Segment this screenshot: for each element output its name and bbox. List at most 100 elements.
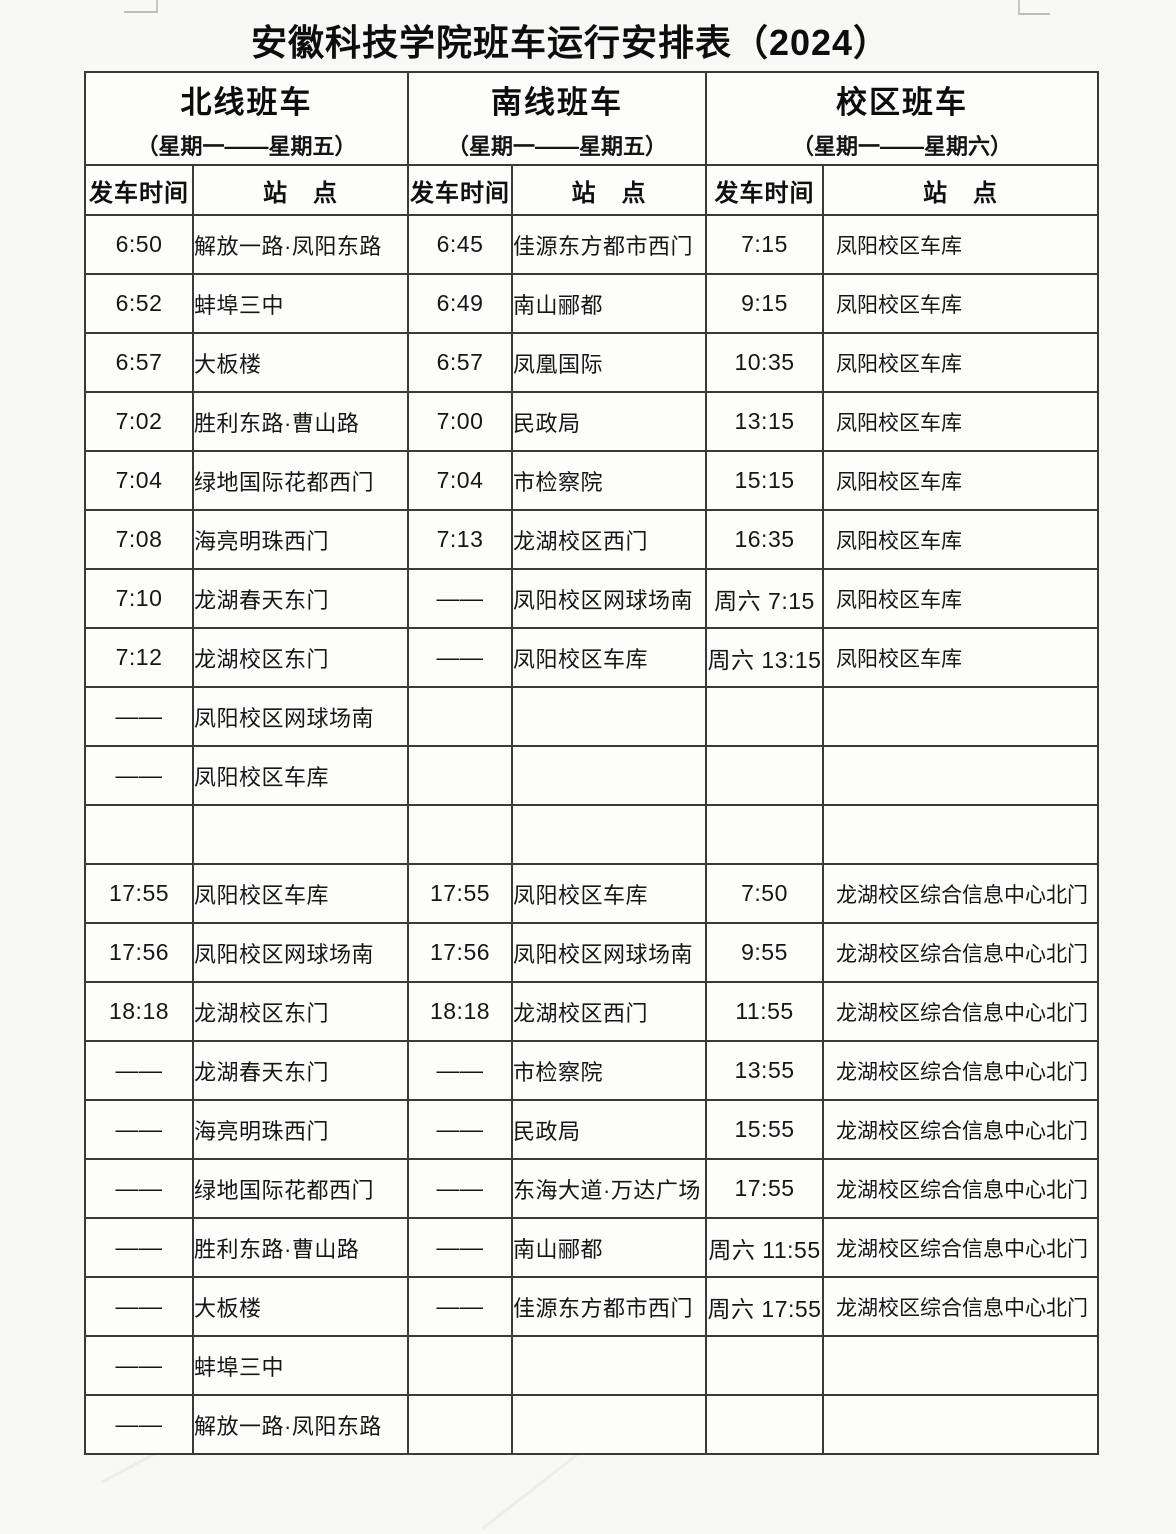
table-row: 7:10 龙湖春天东门 —— 凤阳校区网球场南 周六 7:15 凤阳校区车库 [84, 568, 1099, 629]
table-row: 17:55 凤阳校区车库 17:55 凤阳校区车库 7:50 龙湖校区综合信息中… [84, 863, 1099, 924]
campus-time-cell: 周六 11:55 [705, 1217, 824, 1278]
campus-time-cell: 11:55 [705, 981, 824, 1042]
north-station-cell: 凤阳校区网球场南 [192, 922, 409, 983]
table-row: —— 凤阳校区车库 [84, 745, 1099, 806]
north-station-cell: 凤阳校区网球场南 [192, 686, 409, 747]
table-row: 7:04 绿地国际花都西门 7:04 市检察院 15:15 凤阳校区车库 [84, 450, 1099, 511]
south-time-cell: —— [407, 568, 513, 629]
campus-time-cell [705, 1394, 824, 1455]
north-time-cell: —— [84, 1276, 194, 1337]
north-station-cell: 解放一路·凤阳东路 [192, 1394, 409, 1455]
campus-station-cell: 龙湖校区综合信息中心北门 [822, 1099, 1099, 1160]
north-time-cell [84, 804, 194, 865]
column-header-row: 发车时间 站 点 发车时间 站 点 发车时间 站 点 [84, 164, 1099, 216]
south-station-cell [511, 1335, 707, 1396]
north-time-cell: 7:04 [84, 450, 194, 511]
north-station-cell: 绿地国际花都西门 [192, 1158, 409, 1219]
north-time-cell: —— [84, 1040, 194, 1101]
south-station-cell: 市检察院 [511, 450, 707, 511]
table-row: —— 大板楼 —— 佳源东方都市西门 周六 17:55 龙湖校区综合信息中心北门 [84, 1276, 1099, 1337]
north-time-cell: —— [84, 1217, 194, 1278]
south-time-cell: —— [407, 1040, 513, 1101]
north-station-cell: 绿地国际花都西门 [192, 450, 409, 511]
south-time-cell: 17:55 [407, 863, 513, 924]
north-station-cell: 龙湖校区东门 [192, 627, 409, 688]
campus-station-cell: 龙湖校区综合信息中心北门 [822, 1040, 1099, 1101]
south-station-cell: 民政局 [511, 391, 707, 452]
south-time-cell: 7:04 [407, 450, 513, 511]
campus-time-cell: 7:15 [705, 214, 824, 275]
south-station-cell: 佳源东方都市西门 [511, 1276, 707, 1337]
north-time-cell: 17:56 [84, 922, 194, 983]
south-time-cell [407, 1394, 513, 1455]
campus-time-cell: 15:55 [705, 1099, 824, 1160]
south-station-cell: 东海大道·万达广场 [511, 1158, 707, 1219]
south-station-cell: 凤阳校区车库 [511, 863, 707, 924]
table-row: —— 绿地国际花都西门 —— 东海大道·万达广场 17:55 龙湖校区综合信息中… [84, 1158, 1099, 1219]
campus-time-cell: 9:15 [705, 273, 824, 334]
south-time-cell [407, 686, 513, 747]
campus-time-cell: 15:15 [705, 450, 824, 511]
north-station-cell: 胜利东路·曹山路 [192, 1217, 409, 1278]
campus-time-cell: 周六 17:55 [705, 1276, 824, 1337]
north-station-cell: 大板楼 [192, 1276, 409, 1337]
campus-station-cell: 龙湖校区综合信息中心北门 [822, 922, 1099, 983]
campus-station-cell [822, 1394, 1099, 1455]
south-line-title: 南线班车 [491, 84, 623, 120]
campus-line-title: 校区班车 [836, 84, 968, 120]
page-title: 安徽科技学院班车运行安排表（2024） [250, 22, 891, 63]
campus-station-cell: 凤阳校区车库 [822, 627, 1099, 688]
north-station-cell: 凤阳校区车库 [192, 863, 409, 924]
south-station-cell: 佳源东方都市西门 [511, 214, 707, 275]
campus-station-header: 站 点 [822, 164, 1099, 216]
campus-station-cell: 凤阳校区车库 [822, 332, 1099, 393]
south-time-cell: —— [407, 627, 513, 688]
campus-station-cell: 龙湖校区综合信息中心北门 [822, 1217, 1099, 1278]
campus-station-cell [822, 686, 1099, 747]
table-row: —— 解放一路·凤阳东路 [84, 1394, 1099, 1455]
table-row: 7:08 海亮明珠西门 7:13 龙湖校区西门 16:35 凤阳校区车库 [84, 509, 1099, 570]
campus-time-cell: 周六 13:15 [705, 627, 824, 688]
campus-station-cell: 龙湖校区综合信息中心北门 [822, 1158, 1099, 1219]
campus-station-cell: 凤阳校区车库 [822, 568, 1099, 629]
south-station-cell: 龙湖校区西门 [511, 981, 707, 1042]
campus-time-cell: 17:55 [705, 1158, 824, 1219]
campus-time-cell: 13:55 [705, 1040, 824, 1101]
north-station-cell: 蚌埠三中 [192, 273, 409, 334]
south-station-header: 站 点 [511, 164, 707, 216]
table-row: 6:57 大板楼 6:57 凤凰国际 10:35 凤阳校区车库 [84, 332, 1099, 393]
south-time-cell: 17:56 [407, 922, 513, 983]
north-station-cell: 凤阳校区车库 [192, 745, 409, 806]
north-time-cell: 6:50 [84, 214, 194, 275]
south-station-cell: 市检察院 [511, 1040, 707, 1101]
schedule-body: 6:50 解放一路·凤阳东路 6:45 佳源东方都市西门 7:15 凤阳校区车库… [84, 214, 1099, 1455]
south-time-cell: 6:49 [407, 273, 513, 334]
table-row: 7:02 胜利东路·曹山路 7:00 民政局 13:15 凤阳校区车库 [84, 391, 1099, 452]
south-time-cell: —— [407, 1217, 513, 1278]
scan-corner-mark-right [1018, 0, 1050, 15]
north-time-cell: 7:10 [84, 568, 194, 629]
campus-station-cell: 凤阳校区车库 [822, 214, 1099, 275]
scan-crease-artifact [481, 1453, 579, 1530]
section-header-row: 北线班车 （星期一——星期五） 南线班车 （星期一——星期五） 校区班车 （星期… [84, 71, 1099, 166]
table-row: 6:50 解放一路·凤阳东路 6:45 佳源东方都市西门 7:15 凤阳校区车库 [84, 214, 1099, 275]
south-station-cell: 龙湖校区西门 [511, 509, 707, 570]
campus-station-cell [822, 1335, 1099, 1396]
south-time-cell: —— [407, 1158, 513, 1219]
north-station-cell: 龙湖春天东门 [192, 568, 409, 629]
scan-corner-mark-left [124, 0, 158, 13]
south-station-cell [511, 745, 707, 806]
campus-time-cell: 10:35 [705, 332, 824, 393]
north-time-cell: 6:57 [84, 332, 194, 393]
north-time-cell: —— [84, 1158, 194, 1219]
north-station-cell: 海亮明珠西门 [192, 509, 409, 570]
south-time-cell [407, 745, 513, 806]
campus-station-cell: 凤阳校区车库 [822, 450, 1099, 511]
north-station-cell: 胜利东路·曹山路 [192, 391, 409, 452]
north-station-header: 站 点 [192, 164, 409, 216]
north-time-cell: —— [84, 686, 194, 747]
north-station-cell: 蚌埠三中 [192, 1335, 409, 1396]
south-time-cell: 7:00 [407, 391, 513, 452]
campus-station-cell: 龙湖校区综合信息中心北门 [822, 1276, 1099, 1337]
campus-time-cell: 13:15 [705, 391, 824, 452]
